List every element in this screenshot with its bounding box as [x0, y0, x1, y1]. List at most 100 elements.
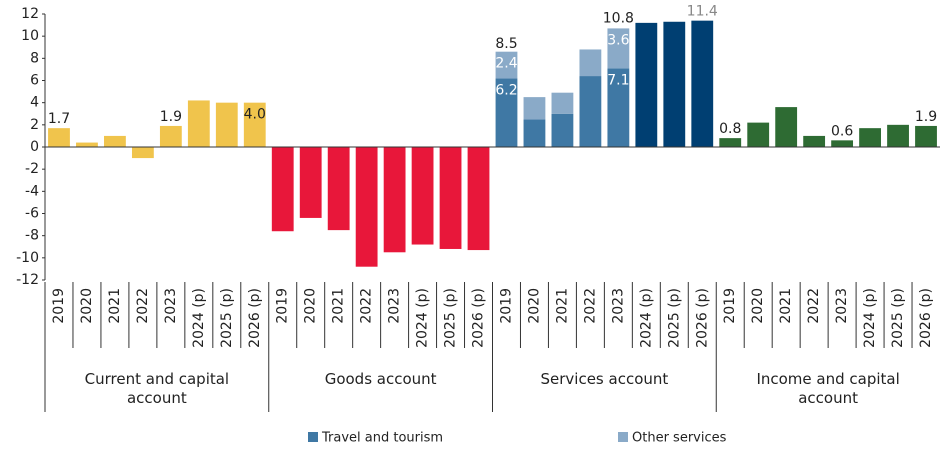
bar [691, 20, 714, 147]
value-label: 1.7 [48, 111, 70, 127]
y-tick-label: -12 [16, 272, 39, 288]
bar-segment [495, 78, 518, 147]
x-tick-label: 2023 [163, 288, 179, 324]
bar-segment [607, 28, 630, 69]
bar [831, 140, 854, 147]
bar [187, 100, 210, 147]
legend-swatch [308, 432, 318, 442]
value-label: 0.6 [831, 123, 853, 139]
x-tick-label: 2022 [806, 288, 822, 324]
bar [159, 125, 182, 147]
value-label: -9.5 [381, 256, 408, 272]
bar [635, 22, 658, 147]
bar [383, 147, 406, 253]
group-label: Services account [540, 370, 669, 388]
x-tick-label: 2025 (p) [666, 288, 682, 348]
value-label: 11.4 [687, 4, 718, 20]
x-tick-label: 2026 (p) [918, 288, 934, 348]
value-label: 6.2 [495, 82, 517, 98]
x-tick-label: 2025 (p) [443, 288, 459, 348]
y-tick-label: 0 [30, 139, 39, 155]
total-label: 10.8 [603, 10, 634, 26]
x-tick-label: 2026 (p) [471, 288, 487, 348]
bar-segment [495, 51, 518, 79]
x-tick-label: 2022 [135, 288, 151, 324]
y-tick-label: 6 [30, 73, 39, 89]
bar [859, 128, 881, 147]
bar [411, 147, 434, 245]
x-tick-label: 2020 [750, 288, 766, 324]
bar-segment [579, 76, 602, 147]
x-tick-label: 2022 [359, 288, 375, 324]
x-tick-label: 2023 [387, 288, 403, 324]
legend-swatch [618, 432, 628, 442]
bar [355, 147, 378, 267]
bar-segment [579, 49, 602, 77]
x-tick-label: 2022 [582, 288, 598, 324]
x-tick-label: 2025 (p) [219, 288, 235, 348]
x-tick-label: 2023 [834, 288, 850, 324]
value-label: -9.3 [465, 254, 492, 270]
x-tick-label: 2019 [498, 288, 514, 324]
x-tick-label: 2021 [778, 288, 794, 324]
value-label: 2.4 [495, 56, 517, 72]
bar [663, 21, 686, 148]
bar [327, 147, 350, 231]
bar [439, 147, 462, 249]
bar [887, 124, 909, 147]
x-tick-label: 2025 (p) [890, 288, 906, 348]
group-label: Goods account [324, 370, 437, 388]
bar-segment [551, 92, 574, 114]
x-tick-label: 2024 (p) [415, 288, 431, 348]
x-tick-label: 2021 [554, 288, 570, 324]
value-label: 1.9 [915, 109, 937, 125]
bar [803, 135, 826, 147]
bar-segment [551, 113, 574, 147]
x-tick-label: 2023 [610, 288, 626, 324]
bar-segment [607, 68, 630, 147]
value-label: -7.6 [269, 235, 296, 251]
y-tick-label: -4 [25, 183, 39, 199]
y-tick-label: 10 [21, 28, 39, 44]
bar [915, 125, 937, 147]
value-label: 0.8 [719, 121, 741, 137]
bar [48, 128, 70, 147]
x-tick-label: 2019 [722, 288, 738, 324]
bar-segment [523, 119, 546, 147]
x-tick-label: 2021 [107, 288, 123, 324]
value-label: 4.0 [244, 107, 266, 123]
bar-segment [523, 97, 546, 120]
x-tick-label: 2019 [51, 288, 67, 324]
legend-label: Travel and tourism [321, 431, 443, 446]
value-label: 7.1 [607, 72, 629, 88]
y-tick-label: 2 [30, 117, 39, 133]
bar [467, 147, 490, 251]
x-tick-label: 2024 (p) [638, 288, 654, 348]
bar [271, 147, 294, 232]
bar [131, 147, 154, 159]
bar [215, 102, 238, 147]
group-label: Income and capital account [756, 370, 900, 407]
x-tick-label: 2026 (p) [247, 288, 263, 348]
bar [104, 135, 126, 147]
group-label: Current and capital account [84, 370, 230, 407]
bar [719, 138, 742, 147]
value-label: 3.6 [607, 32, 629, 48]
y-tick-label: 8 [30, 50, 39, 66]
x-tick-label: 2024 (p) [191, 288, 207, 348]
x-tick-label: 2020 [303, 288, 319, 324]
legend-label: Other services [632, 431, 727, 446]
y-tick-label: 4 [30, 95, 39, 111]
x-tick-label: 2020 [526, 288, 542, 324]
bar [299, 147, 322, 218]
x-tick-label: 2026 (p) [694, 288, 710, 348]
bar [243, 102, 266, 147]
bar [775, 107, 798, 147]
y-tick-label: -6 [25, 206, 39, 222]
total-label: 8.5 [495, 36, 517, 52]
x-tick-label: 2019 [275, 288, 291, 324]
y-tick-label: -2 [25, 161, 39, 177]
x-tick-label: 2024 (p) [862, 288, 878, 348]
